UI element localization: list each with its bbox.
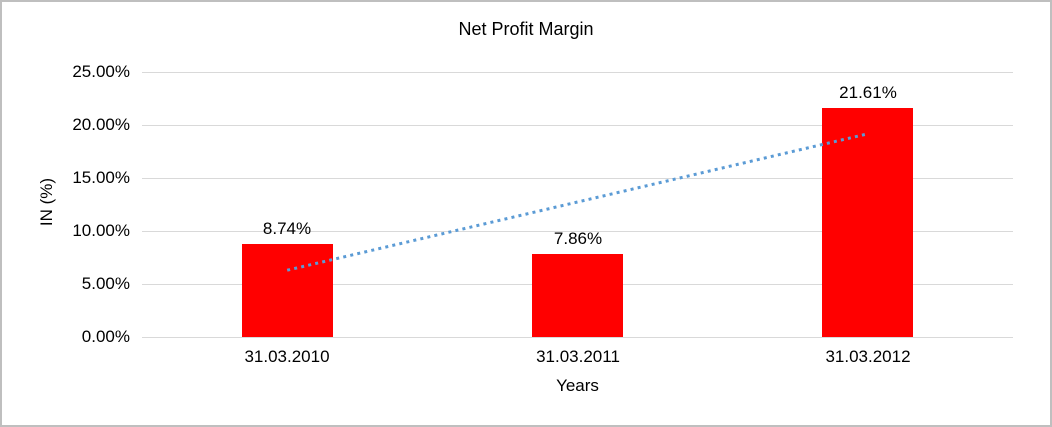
data-label: 7.86% bbox=[553, 229, 603, 248]
x-axis-title: Years bbox=[556, 376, 599, 395]
bar-31.03.2012 bbox=[822, 108, 913, 337]
data-label: 8.74% bbox=[262, 219, 312, 238]
data-label: 21.61% bbox=[839, 83, 897, 102]
gridline bbox=[142, 72, 1013, 73]
y-tick-label: 25.00% bbox=[72, 62, 130, 81]
y-tick-label: 10.00% bbox=[72, 221, 130, 240]
y-tick-label: 0.00% bbox=[81, 327, 130, 346]
chart-title: Net Profit Margin bbox=[458, 19, 594, 39]
bar-31.03.2011 bbox=[532, 254, 623, 337]
x-tick-label: 31.03.2011 bbox=[536, 347, 620, 366]
y-tick-label: 15.00% bbox=[72, 168, 130, 187]
bar-31.03.2010 bbox=[242, 244, 333, 337]
y-tick-label: 20.00% bbox=[72, 115, 130, 134]
plot-area bbox=[142, 72, 1013, 338]
x-tick-label: 31.03.2010 bbox=[244, 347, 330, 366]
gridline bbox=[142, 337, 1013, 338]
gridline bbox=[142, 125, 1013, 126]
y-tick-label: 5.00% bbox=[81, 274, 130, 293]
x-tick-label: 31.03.2012 bbox=[825, 347, 911, 366]
